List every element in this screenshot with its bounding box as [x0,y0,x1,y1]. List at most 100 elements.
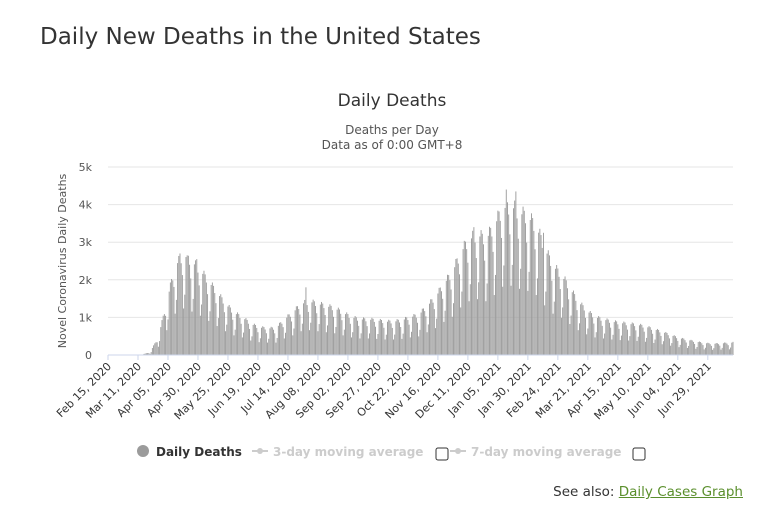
bar [328,307,329,355]
bar [210,311,211,355]
bar [685,340,686,355]
bar [164,314,165,355]
bar [532,218,533,355]
bar [305,287,306,355]
bar [218,318,219,355]
bar [184,295,185,355]
bar [730,348,731,355]
bar [412,317,413,355]
bar [506,190,507,355]
bar [367,326,368,355]
bar [226,325,227,355]
legend-item[interactable]: 3-day moving average [252,445,423,459]
bar [359,338,360,355]
bar [304,300,305,355]
bar [256,328,257,355]
bar [278,326,279,355]
bar [299,315,300,355]
bar [289,314,290,355]
bar [283,327,284,355]
bar [467,263,468,355]
bar [190,278,191,355]
legend-checkbox[interactable] [633,448,645,460]
bar [163,316,164,355]
bar [668,335,669,355]
bar [280,322,281,355]
bar [501,238,502,355]
bar [526,243,527,355]
bar [502,287,503,355]
bar [301,331,302,355]
bar [171,279,172,355]
bar [591,313,592,355]
bar [527,291,528,355]
bar [458,264,459,355]
bar [353,318,354,355]
bar [177,263,178,355]
bar [647,327,648,355]
bar [562,307,563,355]
bar [257,332,258,355]
bar [593,324,594,355]
bar [530,220,531,355]
bar [537,278,538,355]
bar [382,323,383,355]
bar [491,236,492,355]
bar [192,312,193,355]
bar [325,315,326,355]
chart-title: Daily Deaths [338,91,447,111]
bar [220,294,221,355]
bar [255,325,256,355]
bar [418,336,419,355]
bar [701,343,702,355]
bar [524,211,525,355]
bar [375,327,376,355]
bar [244,319,245,355]
see-also: See also: Daily Cases Graph [553,484,743,500]
bar [455,259,456,355]
bar [652,334,653,355]
bar [517,218,518,355]
bar [476,258,477,355]
bar [500,221,501,355]
bar [583,305,584,355]
bar [633,323,634,355]
bar [658,330,659,355]
bar [728,345,729,355]
bar [529,272,530,355]
bar [352,332,353,355]
bar [215,303,216,355]
bar [581,303,582,355]
bar [446,281,447,355]
bar [523,207,524,355]
bar [566,280,567,355]
bar [592,317,593,355]
legend-checkbox[interactable] [436,448,448,460]
legend-item[interactable]: 7-day moving average [450,445,621,459]
bar [688,346,689,355]
bar [472,231,473,355]
bar [611,339,612,355]
bar [230,307,231,355]
bar [314,301,315,355]
bar [709,343,710,355]
bar [440,288,441,355]
bar [266,333,267,355]
bar [221,297,222,355]
bar [655,340,656,355]
bar [370,320,371,355]
bar [725,343,726,355]
legend-item[interactable]: Daily Deaths [137,445,242,459]
bar [307,305,308,355]
bar [168,319,169,355]
y-tick-label: 0 [85,349,92,362]
bar [433,303,434,355]
daily-cases-graph-link[interactable]: Daily Cases Graph [619,484,743,500]
bar [290,317,291,355]
bar [525,223,526,355]
bar [208,321,209,355]
bar [233,335,234,355]
bar [557,268,558,355]
bar [704,349,705,355]
